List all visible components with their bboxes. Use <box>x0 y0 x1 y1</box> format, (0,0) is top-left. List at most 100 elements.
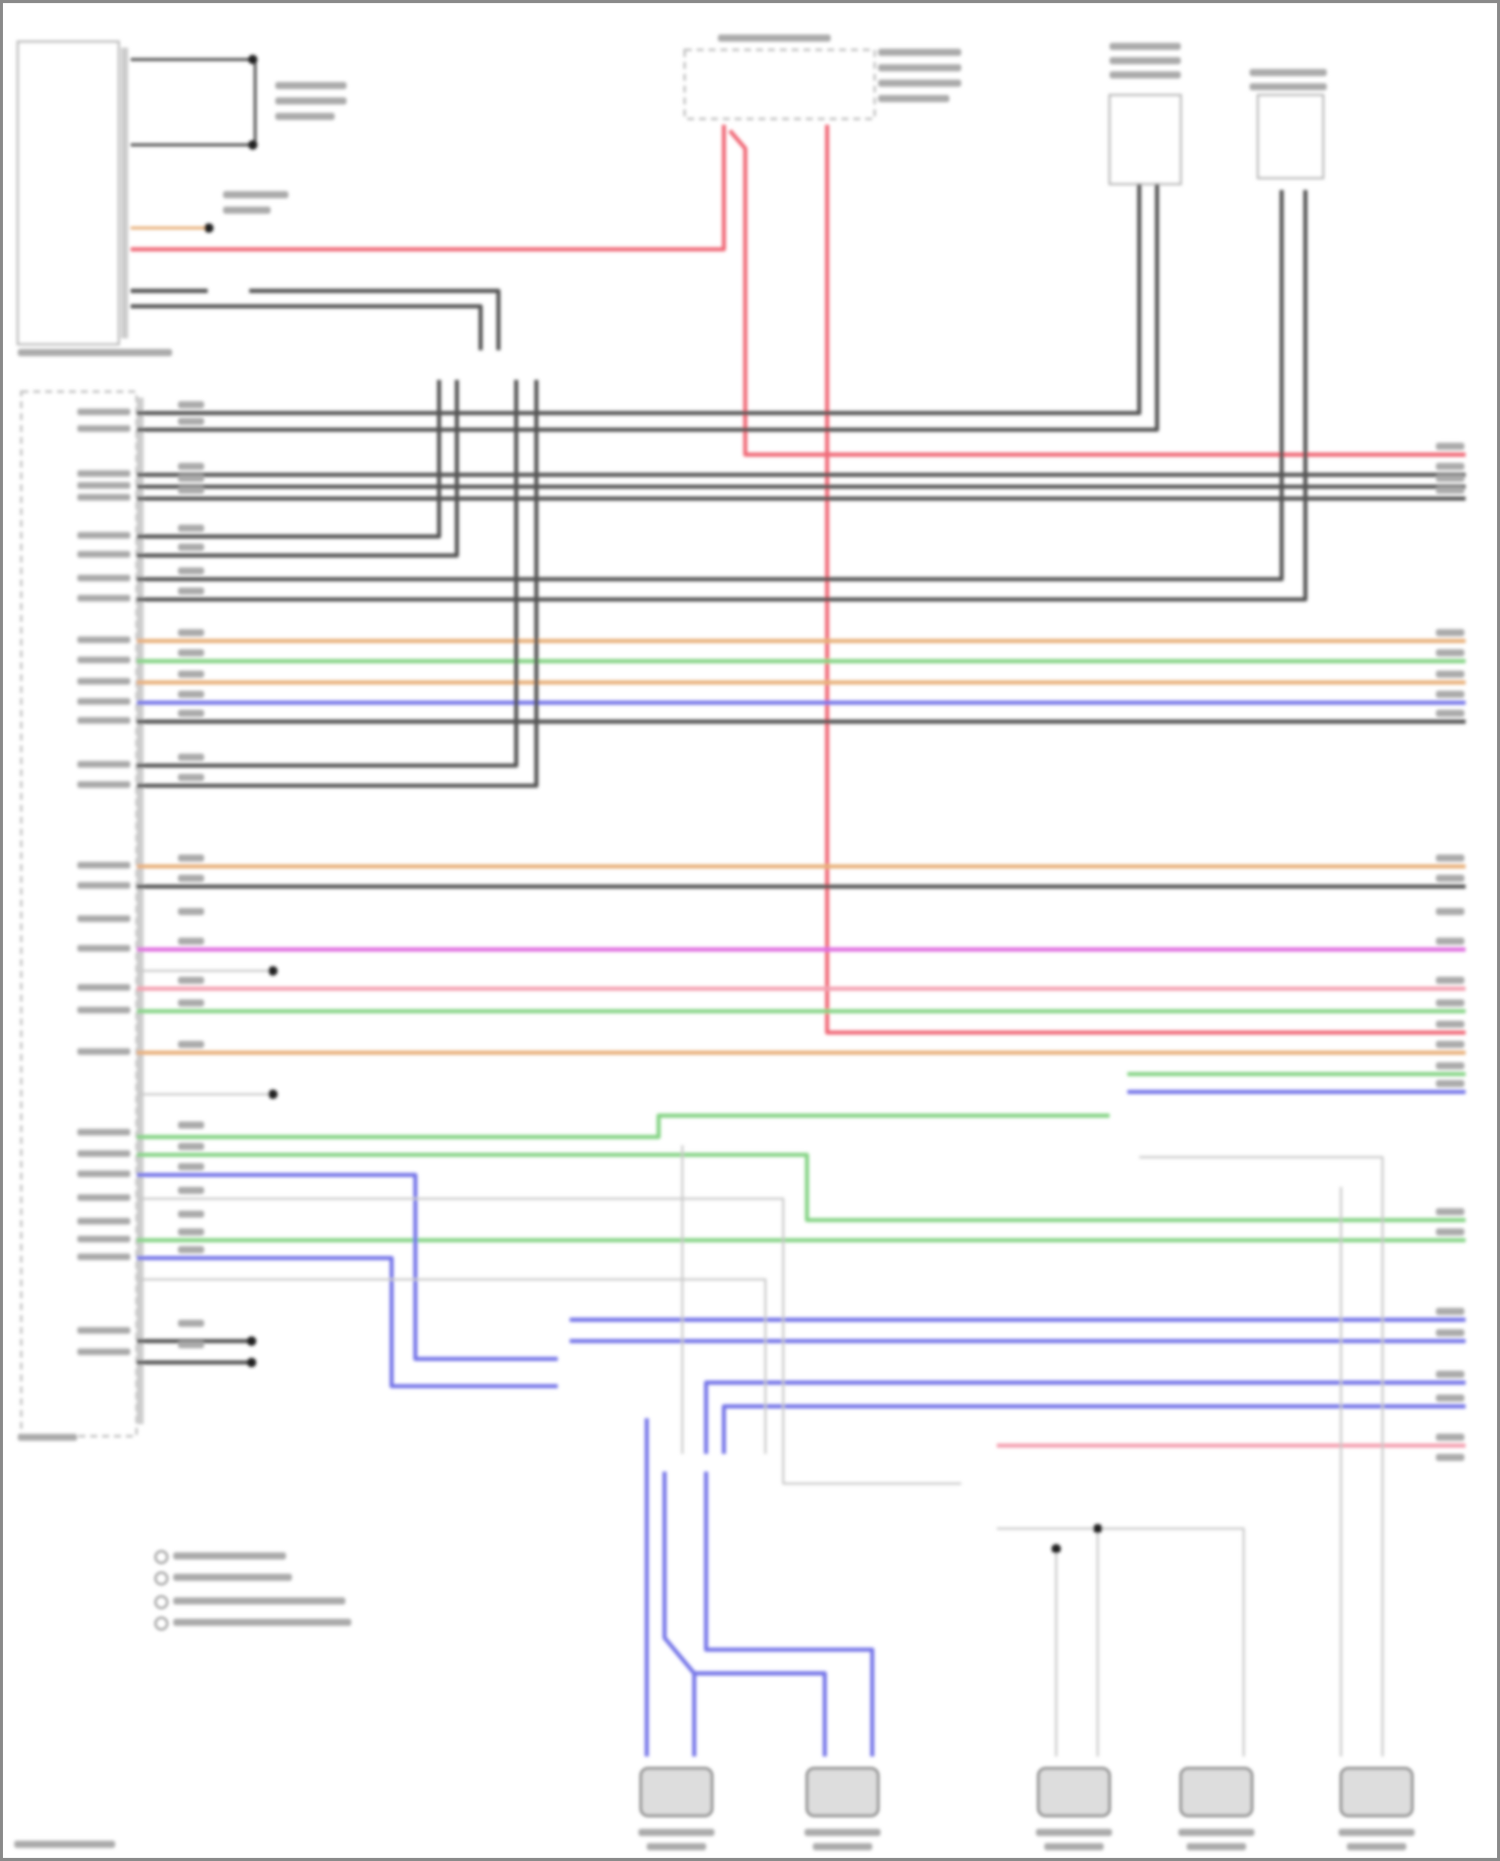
label-text <box>77 470 131 478</box>
label-text <box>77 1150 131 1158</box>
label-text <box>1435 486 1465 494</box>
power-wire-red <box>130 124 726 252</box>
component-box-2 <box>1256 93 1325 180</box>
harness-wire-light <box>136 1197 962 1485</box>
harness-wire-light <box>996 1527 1245 1757</box>
label-text <box>77 481 131 490</box>
label-text <box>178 486 205 494</box>
label-text <box>178 474 205 482</box>
label-text <box>178 462 205 471</box>
speaker-wire <box>704 1471 875 1757</box>
splice-dot <box>1051 1544 1061 1554</box>
label-text <box>1435 670 1465 678</box>
splice-dot <box>268 966 278 976</box>
harness-wire-blue <box>136 1172 558 1361</box>
label-text <box>77 944 131 952</box>
speaker-wire <box>662 1471 697 1757</box>
label-text <box>1435 937 1465 945</box>
harness-wire-light <box>136 1278 767 1454</box>
speaker-wire <box>694 1671 827 1757</box>
splice-dot <box>268 1089 278 1100</box>
label-text <box>178 1040 205 1048</box>
upper-wire-dark <box>249 288 501 351</box>
label-text <box>178 587 205 595</box>
label-text <box>1435 1370 1465 1378</box>
label-text <box>77 594 131 602</box>
label-text <box>646 1843 707 1851</box>
harness-wire-light <box>1139 1156 1384 1757</box>
label-text <box>1435 462 1465 471</box>
label-text <box>178 1319 205 1327</box>
label-text <box>1435 1040 1465 1048</box>
label-text <box>878 79 962 87</box>
harness-wire-green <box>136 1113 1110 1140</box>
label-text <box>178 1341 205 1349</box>
label-text <box>77 424 131 433</box>
label-text <box>178 1142 205 1151</box>
label-text <box>1435 1062 1465 1070</box>
harness-wire-dark <box>136 379 459 558</box>
power-wire-red-2 <box>728 129 1466 457</box>
label-text <box>878 48 962 56</box>
label-text <box>178 670 205 678</box>
component-box-1 <box>1108 93 1182 186</box>
harness-wire-dark <box>136 184 1142 416</box>
legend-text <box>173 1573 292 1581</box>
label-text <box>77 1006 131 1014</box>
label-text <box>77 881 131 889</box>
label-text <box>178 1246 205 1254</box>
label-text <box>1435 854 1465 862</box>
label-text <box>178 1121 205 1129</box>
label-text <box>1435 690 1465 698</box>
label-text <box>1035 1828 1112 1836</box>
label-text <box>77 408 131 416</box>
label-text <box>77 1348 131 1356</box>
label-text <box>717 34 831 42</box>
label-text <box>178 690 205 698</box>
label-text <box>77 1193 131 1202</box>
label-text <box>275 82 347 90</box>
label-text <box>77 697 131 706</box>
main-module-box <box>20 390 138 1438</box>
label-text <box>1109 71 1181 79</box>
label-text <box>275 97 347 105</box>
label-text <box>178 854 205 862</box>
label-text <box>1435 1394 1465 1402</box>
label-text <box>178 753 205 761</box>
label-text <box>878 95 950 103</box>
label-text <box>77 983 131 992</box>
label-text <box>1109 57 1181 65</box>
label-text <box>223 206 271 214</box>
harness-wire-blue <box>721 1404 1466 1454</box>
label-text <box>275 112 335 120</box>
label-text <box>77 1170 131 1178</box>
upper-wire-dark <box>130 304 483 351</box>
label-text <box>178 629 205 637</box>
label-text <box>1435 474 1465 482</box>
label-text <box>178 1186 205 1194</box>
main-module-title <box>17 1433 78 1441</box>
label-text <box>77 1217 131 1225</box>
label-text <box>1249 83 1327 91</box>
label-text <box>77 915 131 923</box>
upper-module-box <box>16 40 120 346</box>
label-text <box>1435 1080 1465 1088</box>
label-text <box>1109 42 1181 50</box>
label-text <box>77 636 131 644</box>
label-text <box>178 976 205 984</box>
label-text <box>1249 68 1327 77</box>
label-text <box>1435 1433 1465 1441</box>
label-text <box>77 1128 131 1136</box>
label-text <box>1346 1843 1407 1851</box>
label-text <box>1435 1307 1465 1315</box>
label-text <box>77 1235 131 1243</box>
label-text <box>178 524 205 532</box>
label-text <box>1435 1208 1465 1216</box>
label-text <box>77 1326 131 1334</box>
splice-dot <box>246 1357 257 1368</box>
label-text <box>1435 976 1465 984</box>
label-text <box>178 907 205 916</box>
label-text <box>178 773 205 781</box>
legend-symbol-icon <box>154 1616 169 1631</box>
label-text <box>178 1228 205 1236</box>
